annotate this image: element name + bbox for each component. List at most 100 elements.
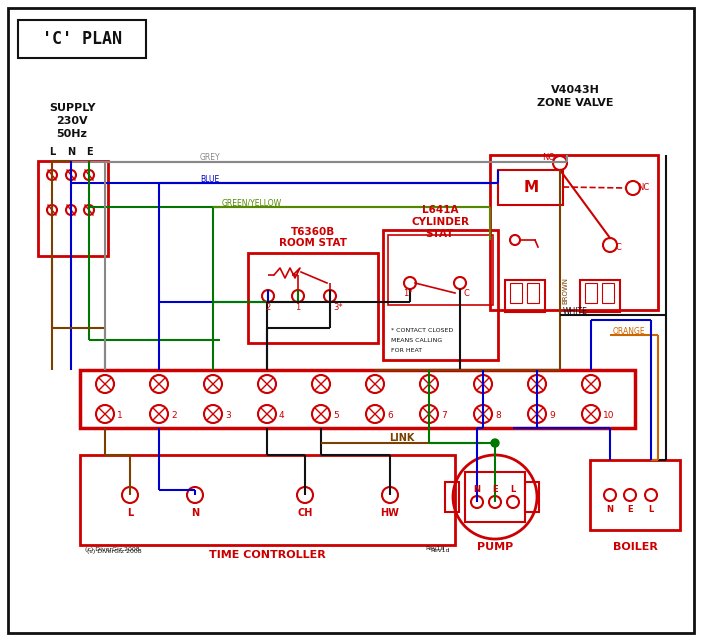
Text: BOILER: BOILER <box>613 542 658 552</box>
Circle shape <box>96 375 114 393</box>
Circle shape <box>528 405 546 423</box>
Text: Rev1d: Rev1d <box>425 547 444 551</box>
Bar <box>38 161 108 256</box>
Circle shape <box>474 375 492 393</box>
Circle shape <box>420 375 438 393</box>
Bar <box>580 280 620 312</box>
Circle shape <box>474 405 492 423</box>
Text: ROOM STAT: ROOM STAT <box>279 238 347 248</box>
Circle shape <box>292 290 304 302</box>
Text: E: E <box>627 504 633 513</box>
Text: V4043H: V4043H <box>550 85 600 95</box>
Circle shape <box>471 496 483 508</box>
Text: LINK: LINK <box>390 433 415 443</box>
Text: L: L <box>49 147 55 157</box>
Bar <box>525 482 539 512</box>
Circle shape <box>312 375 330 393</box>
Bar <box>590 460 680 530</box>
Text: L641A: L641A <box>422 205 458 215</box>
Text: 230V: 230V <box>56 116 88 126</box>
Text: NC: NC <box>637 183 649 192</box>
Bar <box>527 283 539 303</box>
Circle shape <box>84 170 94 180</box>
Circle shape <box>66 205 76 215</box>
Circle shape <box>47 205 57 215</box>
Text: M: M <box>524 179 538 194</box>
Text: L: L <box>127 508 133 518</box>
Bar <box>510 283 522 303</box>
Text: (c) DiverGiz 2008: (c) DiverGiz 2008 <box>87 549 142 553</box>
Circle shape <box>122 487 138 503</box>
Bar <box>383 230 498 360</box>
Bar <box>602 283 614 303</box>
Text: 1*: 1* <box>403 288 413 297</box>
Bar <box>585 283 597 303</box>
Circle shape <box>96 405 114 423</box>
Text: L: L <box>510 485 516 494</box>
Text: ORANGE: ORANGE <box>613 326 646 335</box>
Text: MEANS CALLING: MEANS CALLING <box>391 338 442 342</box>
Circle shape <box>404 277 416 289</box>
Text: 50Hz: 50Hz <box>57 129 88 139</box>
Text: T6360B: T6360B <box>291 227 335 237</box>
Text: N: N <box>191 508 199 518</box>
Bar <box>80 455 455 545</box>
Bar <box>80 370 635 428</box>
Bar <box>18 20 146 58</box>
Text: BROWN: BROWN <box>562 276 568 303</box>
Text: 6: 6 <box>387 410 392 419</box>
Text: WHITE: WHITE <box>563 306 588 315</box>
Circle shape <box>604 489 616 501</box>
Text: N: N <box>474 485 480 494</box>
Circle shape <box>47 170 57 180</box>
Circle shape <box>366 375 384 393</box>
Circle shape <box>312 405 330 423</box>
Circle shape <box>582 405 600 423</box>
Text: 7: 7 <box>441 410 446 419</box>
Text: 9: 9 <box>549 410 555 419</box>
Circle shape <box>645 489 657 501</box>
Text: 2: 2 <box>171 410 177 419</box>
Circle shape <box>297 487 313 503</box>
Circle shape <box>366 405 384 423</box>
Circle shape <box>528 375 546 393</box>
Circle shape <box>324 290 336 302</box>
Circle shape <box>507 496 519 508</box>
Text: * CONTACT CLOSED: * CONTACT CLOSED <box>391 328 453 333</box>
Text: L: L <box>649 504 654 513</box>
Circle shape <box>84 205 94 215</box>
Circle shape <box>187 487 203 503</box>
Text: 1: 1 <box>296 303 300 312</box>
Circle shape <box>420 405 438 423</box>
Bar <box>465 472 525 522</box>
Text: GREY: GREY <box>200 153 220 163</box>
Text: TIME CONTROLLER: TIME CONTROLLER <box>209 550 326 560</box>
Text: CYLINDER: CYLINDER <box>411 217 469 227</box>
Circle shape <box>150 375 168 393</box>
Text: 1: 1 <box>117 410 123 419</box>
Text: 8: 8 <box>495 410 501 419</box>
Text: E: E <box>86 147 92 157</box>
Circle shape <box>258 375 276 393</box>
Circle shape <box>262 290 274 302</box>
Text: BLUE: BLUE <box>200 174 219 183</box>
Circle shape <box>582 375 600 393</box>
Circle shape <box>204 405 222 423</box>
Bar <box>445 482 459 512</box>
Text: PUMP: PUMP <box>477 542 513 552</box>
Circle shape <box>150 405 168 423</box>
Circle shape <box>624 489 636 501</box>
Text: SUPPLY: SUPPLY <box>48 103 95 113</box>
Bar <box>490 155 658 310</box>
Text: 5: 5 <box>333 410 339 419</box>
Circle shape <box>491 439 499 447</box>
Text: 2: 2 <box>265 303 271 312</box>
Text: N: N <box>67 147 75 157</box>
Text: 3: 3 <box>225 410 231 419</box>
Circle shape <box>626 181 640 195</box>
Text: NO: NO <box>543 153 555 162</box>
Circle shape <box>382 487 398 503</box>
Text: FOR HEAT: FOR HEAT <box>391 347 422 353</box>
Text: HW: HW <box>380 508 399 518</box>
Text: N: N <box>607 504 614 513</box>
